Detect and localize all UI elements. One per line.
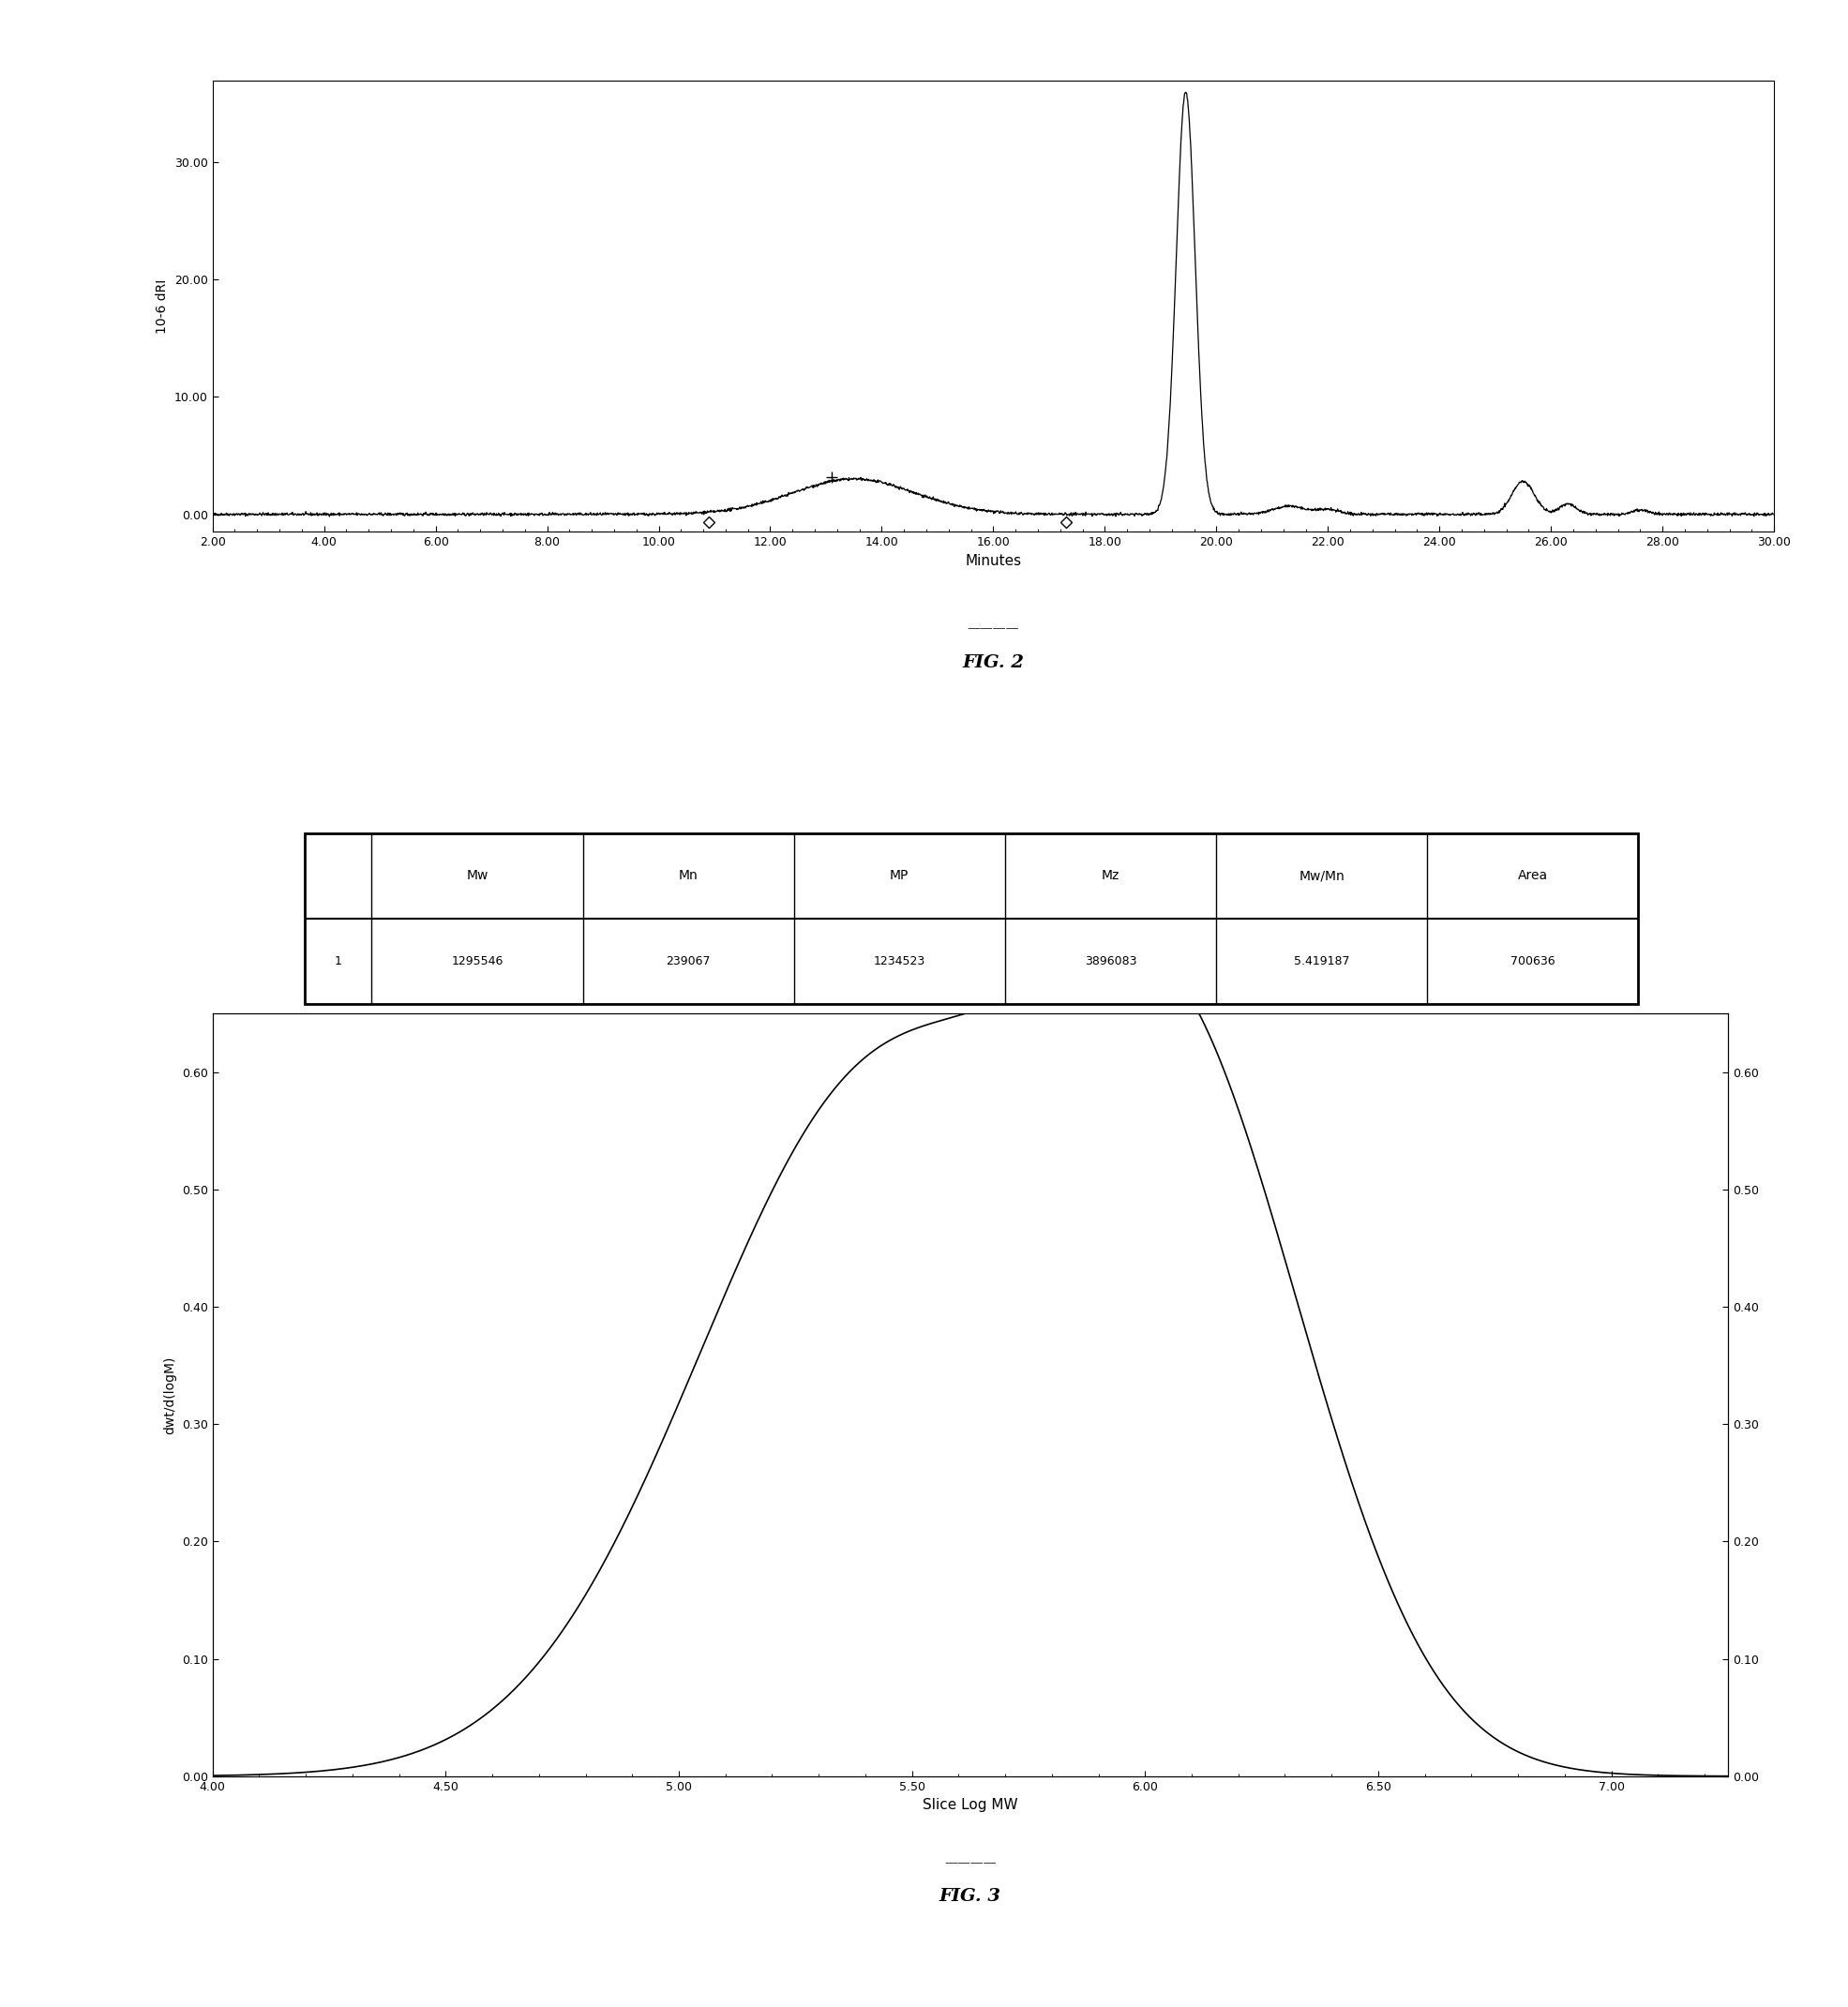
Text: 1295546: 1295546 <box>451 955 503 967</box>
Text: Mw: Mw <box>466 869 488 883</box>
Text: ————: ———— <box>967 622 1020 634</box>
Text: 1: 1 <box>334 955 342 967</box>
Text: 3896083: 3896083 <box>1085 955 1137 967</box>
X-axis label: Slice Log MW: Slice Log MW <box>922 1798 1018 1812</box>
Text: Mn: Mn <box>678 869 699 883</box>
Y-axis label: dwt/d(logM): dwt/d(logM) <box>163 1357 177 1433</box>
Text: 5.419187: 5.419187 <box>1294 955 1349 967</box>
Text: FIG. 2: FIG. 2 <box>963 654 1024 670</box>
Text: Mz: Mz <box>1101 869 1120 883</box>
Text: 700636: 700636 <box>1510 955 1556 967</box>
Text: FIG. 3: FIG. 3 <box>939 1889 1002 1905</box>
Text: 239067: 239067 <box>665 955 711 967</box>
Text: ————: ———— <box>944 1856 996 1869</box>
Text: Mw/Mn: Mw/Mn <box>1299 869 1345 883</box>
Text: 1234523: 1234523 <box>874 955 926 967</box>
X-axis label: Minutes: Minutes <box>965 554 1022 568</box>
Y-axis label: 10-6 dRI: 10-6 dRI <box>155 279 170 333</box>
Text: MP: MP <box>891 869 909 883</box>
Text: Area: Area <box>1517 869 1549 883</box>
